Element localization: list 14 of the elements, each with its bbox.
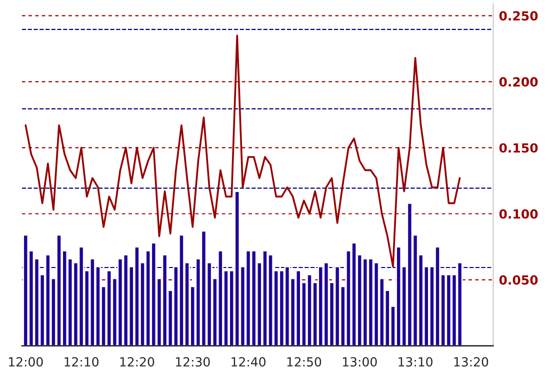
x-tick-label: 12:50 <box>287 357 322 367</box>
x-tick-label: 12:20 <box>120 357 154 367</box>
y-tick-label: 0.200 <box>499 77 538 87</box>
x-tick-label: 13:10 <box>398 357 432 367</box>
x-tick-label: 12:00 <box>8 357 43 367</box>
x-tick-label: 12:40 <box>232 357 266 367</box>
x-tick-label: 13:00 <box>342 357 377 367</box>
x-tick-label: 12:30 <box>176 357 210 367</box>
y-tick-label: 0.100 <box>499 209 538 219</box>
y-tick-label: 0.050 <box>499 275 538 285</box>
x-tick-label: 12:10 <box>64 357 98 367</box>
y-tick-label: 0.150 <box>499 143 538 153</box>
x-tick-label: 13:20 <box>454 357 488 367</box>
y-tick-label: 0.250 <box>499 11 538 21</box>
